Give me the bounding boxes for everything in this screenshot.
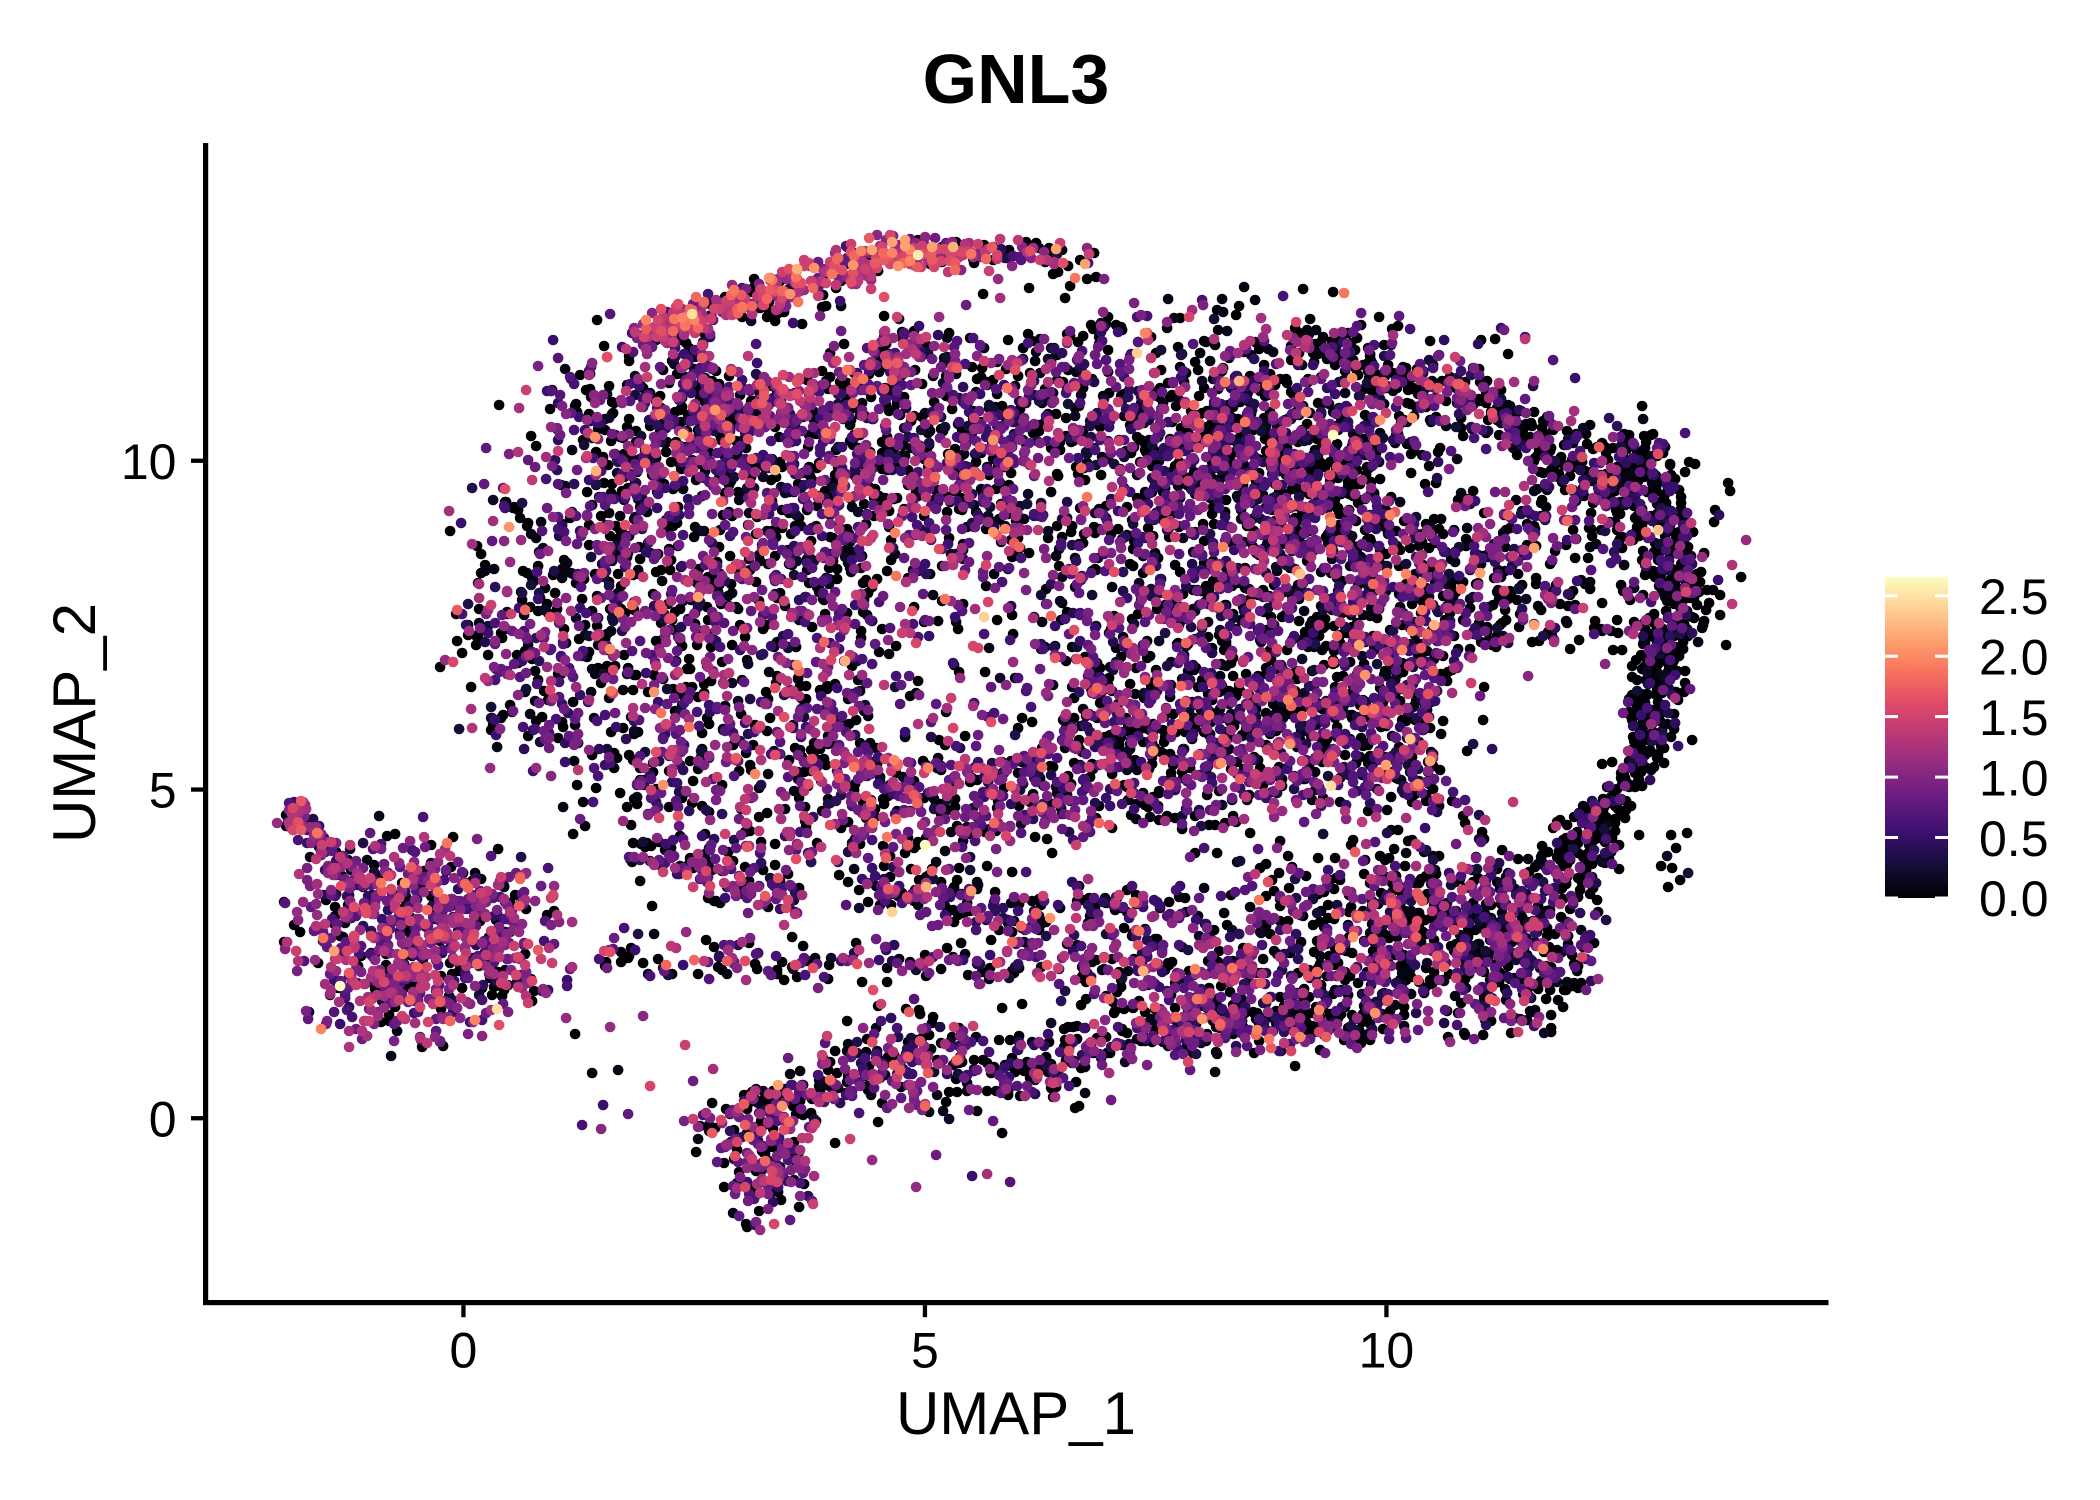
svg-text:UMAP_2: UMAP_2 <box>41 603 108 843</box>
svg-text:GNL3: GNL3 <box>923 40 1110 118</box>
svg-text:10: 10 <box>121 434 177 490</box>
svg-text:0: 0 <box>149 1091 177 1147</box>
svg-text:1.5: 1.5 <box>1979 690 2049 746</box>
svg-text:0: 0 <box>449 1322 477 1378</box>
svg-text:10: 10 <box>1359 1322 1415 1378</box>
svg-text:0.5: 0.5 <box>1979 811 2049 867</box>
svg-text:0.0: 0.0 <box>1979 871 2049 927</box>
svg-text:5: 5 <box>911 1322 939 1378</box>
svg-text:1.0: 1.0 <box>1979 750 2049 806</box>
svg-text:2.5: 2.5 <box>1979 569 2049 625</box>
svg-text:2.0: 2.0 <box>1979 629 2049 685</box>
svg-text:UMAP_1: UMAP_1 <box>896 1380 1136 1447</box>
svg-text:5: 5 <box>149 763 177 819</box>
